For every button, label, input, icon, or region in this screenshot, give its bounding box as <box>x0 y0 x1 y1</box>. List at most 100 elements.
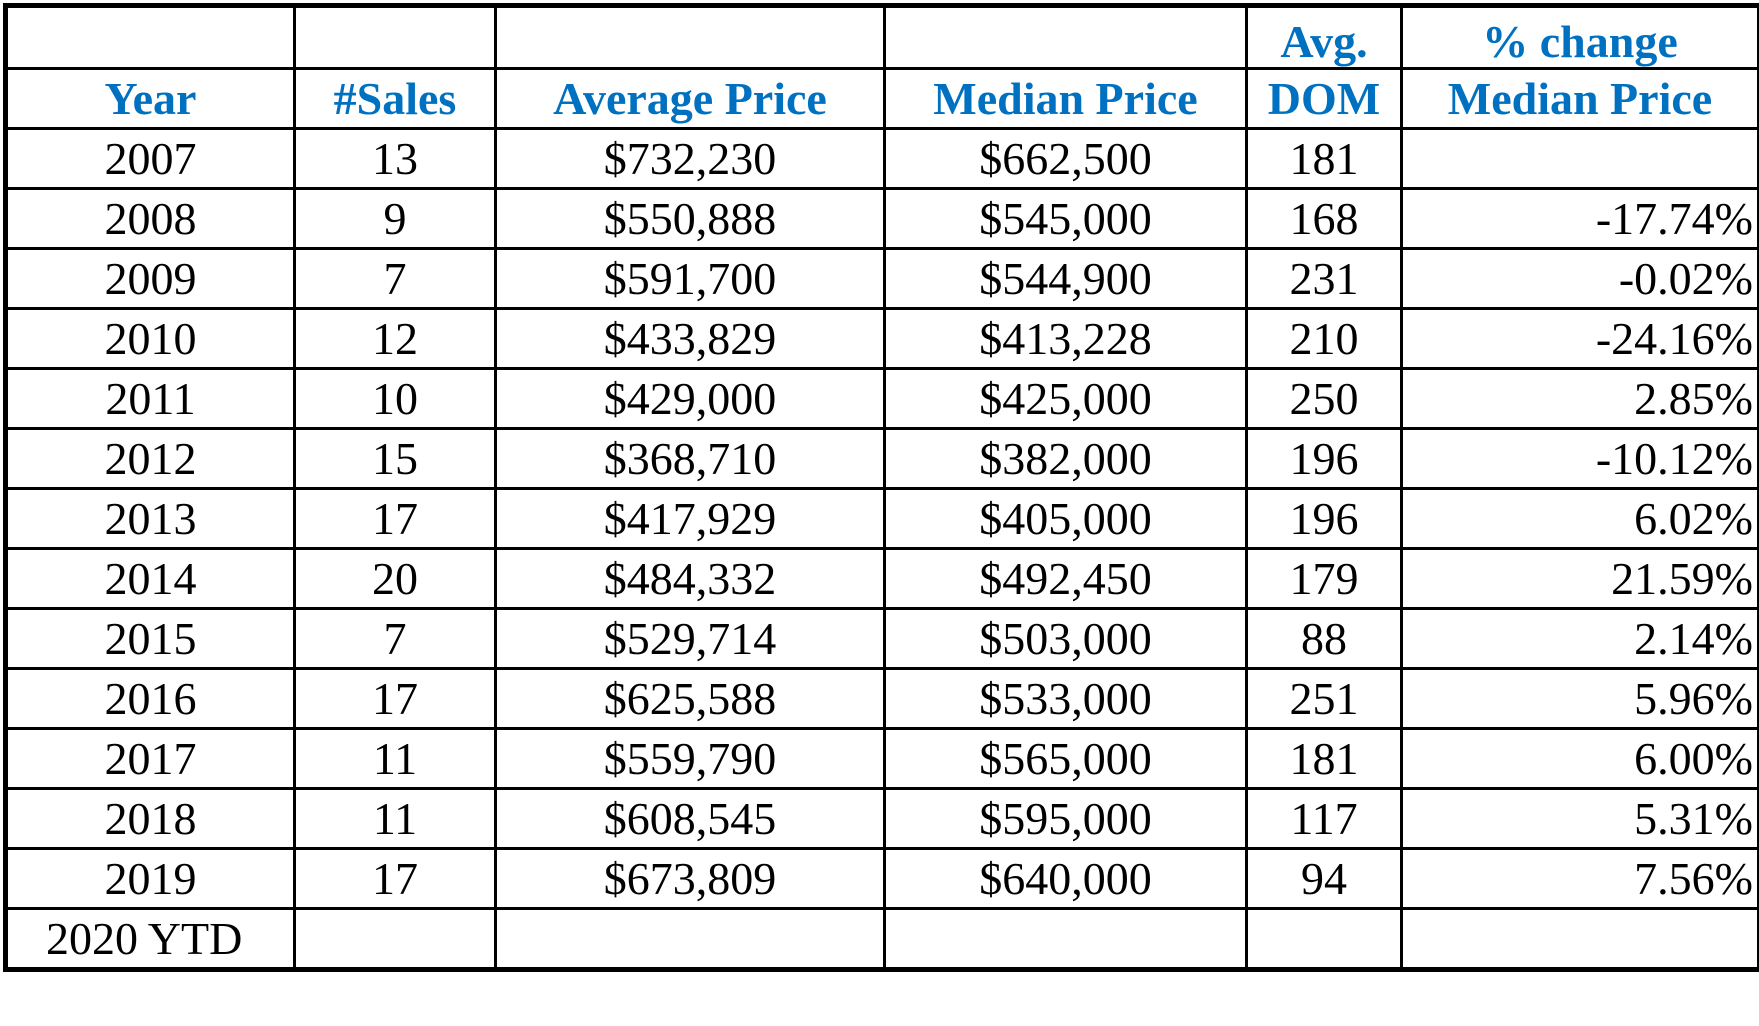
table-row: 2014 20 $484,332 $492,450 179 21.59% <box>4 547 1759 610</box>
cell-sales: 7 <box>293 247 497 310</box>
cell-average-price: $625,588 <box>494 667 886 730</box>
cell-sales: 9 <box>293 187 497 250</box>
cell-year: 2010 <box>4 307 296 370</box>
table-row: 2019 17 $673,809 $640,000 94 7.56% <box>4 847 1759 910</box>
cell-avg-dom: 251 <box>1245 667 1403 730</box>
table-row: 2009 7 $591,700 $544,900 231 -0.02% <box>4 247 1759 310</box>
cell-pct-change: 2.85% <box>1400 367 1759 430</box>
cell-sales: 17 <box>293 847 497 910</box>
table-row: 2011 10 $429,000 $425,000 250 2.85% <box>4 367 1759 430</box>
cell-avg-dom: 88 <box>1245 607 1403 670</box>
cell-year: 2009 <box>4 247 296 310</box>
cell-median-price: $595,000 <box>883 787 1248 850</box>
cell-pct-change <box>1400 907 1759 971</box>
cell-average-price: $550,888 <box>494 187 886 250</box>
cell-avg-dom: 179 <box>1245 547 1403 610</box>
cell-median-price: $640,000 <box>883 847 1248 910</box>
cell-median-price: $492,450 <box>883 547 1248 610</box>
cell-median-price: $565,000 <box>883 727 1248 790</box>
table-row: 2015 7 $529,714 $503,000 88 2.14% <box>4 607 1759 670</box>
cell-avg-dom: 181 <box>1245 127 1403 190</box>
cell-average-price: $417,929 <box>494 487 886 550</box>
cell-sales: 20 <box>293 547 497 610</box>
cell-year: 2012 <box>4 427 296 490</box>
table-row: 2018 11 $608,545 $595,000 117 5.31% <box>4 787 1759 850</box>
table-row: 2010 12 $433,829 $413,228 210 -24.16% <box>4 307 1759 370</box>
cell-sales: 11 <box>293 787 497 850</box>
cell-year: 2013 <box>4 487 296 550</box>
cell-pct-change: 2.14% <box>1400 607 1759 670</box>
cell-pct-change: -0.02% <box>1400 247 1759 310</box>
cell-average-price: $484,332 <box>494 547 886 610</box>
cell-median-price: $405,000 <box>883 487 1248 550</box>
cell-pct-change: -10.12% <box>1400 427 1759 490</box>
header-median-price: Median Price <box>883 67 1248 130</box>
cell-median-price: $662,500 <box>883 127 1248 190</box>
cell-avg-dom: 231 <box>1245 247 1403 310</box>
cell-year: 2008 <box>4 187 296 250</box>
cell-median-price: $544,900 <box>883 247 1248 310</box>
cell-sales: 7 <box>293 607 497 670</box>
cell-median-price: $382,000 <box>883 427 1248 490</box>
cell-pct-change: -17.74% <box>1400 187 1759 250</box>
cell-pct-change: 5.96% <box>1400 667 1759 730</box>
header-row-bottom: Year #Sales Average Price Median Price D… <box>4 67 1759 130</box>
cell-median-price: $533,000 <box>883 667 1248 730</box>
header-sales: #Sales <box>293 67 497 130</box>
cell-year: 2016 <box>4 667 296 730</box>
cell-pct-change: -24.16% <box>1400 307 1759 370</box>
table-row: 2008 9 $550,888 $545,000 168 -17.74% <box>4 187 1759 250</box>
header-pct-change-top: % change <box>1400 4 1759 70</box>
header-year-top <box>4 4 296 70</box>
cell-average-price: $529,714 <box>494 607 886 670</box>
table-row: 2016 17 $625,588 $533,000 251 5.96% <box>4 667 1759 730</box>
table-row: 2012 15 $368,710 $382,000 196 -10.12% <box>4 427 1759 490</box>
sales-history-table: Avg. % change Year #Sales Average Price … <box>3 3 1759 972</box>
cell-average-price: $368,710 <box>494 427 886 490</box>
header-avg-dom: DOM <box>1245 67 1403 130</box>
table-body: 2007 13 $732,230 $662,500 181 2008 9 $550,888 $5… <box>4 127 1759 971</box>
cell-pct-change: 7.56% <box>1400 847 1759 910</box>
header-average-price-top <box>494 4 886 70</box>
cell-average-price: $559,790 <box>494 727 886 790</box>
cell-pct-change: 21.59% <box>1400 547 1759 610</box>
cell-sales: 12 <box>293 307 497 370</box>
cell-avg-dom: 196 <box>1245 487 1403 550</box>
cell-pct-change: 6.02% <box>1400 487 1759 550</box>
cell-year: 2019 <box>4 847 296 910</box>
table-row: 2007 13 $732,230 $662,500 181 <box>4 127 1759 190</box>
cell-average-price <box>494 907 886 971</box>
cell-average-price: $608,545 <box>494 787 886 850</box>
cell-average-price: $732,230 <box>494 127 886 190</box>
cell-avg-dom <box>1245 907 1403 971</box>
cell-pct-change: 6.00% <box>1400 727 1759 790</box>
cell-sales: 11 <box>293 727 497 790</box>
cell-median-price: $425,000 <box>883 367 1248 430</box>
table-row: 2020 YTD <box>4 907 1759 971</box>
cell-year: 2011 <box>4 367 296 430</box>
header-median-price-top <box>883 4 1248 70</box>
cell-median-price: $503,000 <box>883 607 1248 670</box>
cell-median-price: $545,000 <box>883 187 1248 250</box>
cell-average-price: $673,809 <box>494 847 886 910</box>
header-average-price: Average Price <box>494 67 886 130</box>
cell-sales <box>293 907 497 971</box>
table-row: 2013 17 $417,929 $405,000 196 6.02% <box>4 487 1759 550</box>
cell-year: 2007 <box>4 127 296 190</box>
cell-avg-dom: 250 <box>1245 367 1403 430</box>
cell-median-price <box>883 907 1248 971</box>
cell-pct-change <box>1400 127 1759 190</box>
table-row: 2017 11 $559,790 $565,000 181 6.00% <box>4 727 1759 790</box>
header-row-top: Avg. % change <box>4 4 1759 70</box>
cell-sales: 13 <box>293 127 497 190</box>
cell-sales: 10 <box>293 367 497 430</box>
cell-year: 2014 <box>4 547 296 610</box>
cell-avg-dom: 210 <box>1245 307 1403 370</box>
cell-year: 2017 <box>4 727 296 790</box>
cell-sales: 15 <box>293 427 497 490</box>
header-year: Year <box>4 67 296 130</box>
sales-table-container: Avg. % change Year #Sales Average Price … <box>3 3 1759 1023</box>
table-header: Avg. % change Year #Sales Average Price … <box>4 4 1759 130</box>
header-avg-dom-top: Avg. <box>1245 4 1403 70</box>
cell-median-price: $413,228 <box>883 307 1248 370</box>
